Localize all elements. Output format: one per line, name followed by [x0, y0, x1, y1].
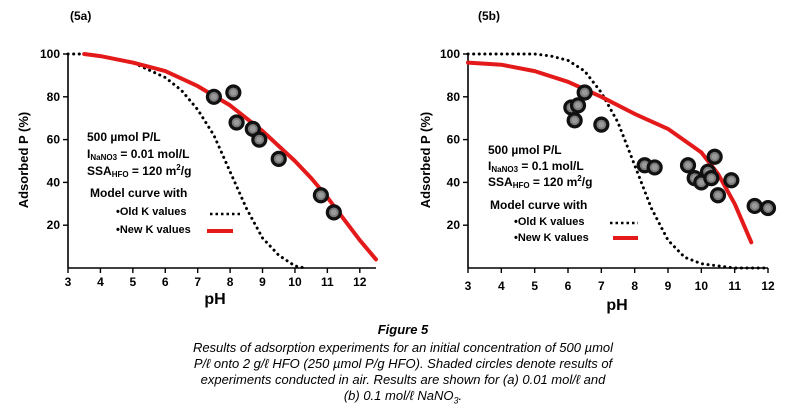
panel-b-xlabel: pH [606, 297, 627, 314]
panel-a-xtick-label: 11 [321, 275, 334, 289]
caption-line-3: experiments conducted in air. Results ar… [200, 372, 606, 387]
caption-line-1: Results of adsorption experiments for an… [192, 340, 614, 355]
panel-a-xtick-label: 8 [227, 275, 234, 289]
panel-b-axes: 20 40 60 80 100 3 4 5 6 7 8 9 10 11 12 [440, 47, 775, 293]
panel-a-xtick-label: 7 [194, 275, 201, 289]
panel-b-legend-new-label: •New K values [514, 232, 589, 244]
caption-line-2: P/ℓ onto 2 g/ℓ HFO (250 µmol P/g HFO). S… [193, 356, 613, 371]
panel-a-data-point [312, 187, 329, 204]
panel-b-data-point [679, 157, 697, 174]
panel-a-data-point [228, 114, 245, 131]
panel-b-curves [466, 52, 770, 270]
panel-b-xtick-label: 8 [631, 279, 638, 293]
panel-b-curve-old-k [466, 52, 770, 270]
panel-b-data-point [566, 112, 583, 129]
panel-b-ssa: SSAHFO = 120 m2/g [488, 174, 592, 190]
panel-a-conc: 500 µmol P/L [87, 130, 161, 144]
panel-b-data-point [569, 97, 587, 114]
panel-a-ionic: INaNO3 = 0.01 mol/L [87, 147, 189, 162]
panel-a-ytick-label: 60 [47, 133, 61, 147]
panel-b-xtick-label: 6 [565, 279, 572, 293]
panel-b-data-point [759, 199, 777, 217]
panel-a-xlabel: pH [204, 291, 225, 308]
panel-b-xtick-label: 10 [695, 279, 709, 293]
panel-a-curves [66, 52, 378, 270]
panel-b-data-point [706, 148, 723, 165]
caption-line-4: (b) 0.1 mol/ℓ NaNO3. [343, 388, 463, 406]
panel-b-xtick-label: 11 [728, 279, 741, 293]
panel-b-ytick-label: 100 [440, 47, 460, 61]
panel-a-ytick-label: 100 [40, 47, 60, 61]
panel-b-conc: 500 µmol P/L [488, 143, 562, 157]
panel-a-xtick-label: 4 [97, 275, 104, 289]
caption-body: Results of adsorption experiments for an… [120, 340, 686, 409]
panel-a-xtick-label: 3 [65, 275, 72, 289]
panel-b-ytick-label: 60 [447, 133, 461, 147]
panel-a-curve-new-k [82, 52, 378, 262]
panel-a-data-point [205, 88, 222, 105]
panel-a-legend-old-label: •Old K values [116, 206, 187, 218]
panel-b-ytick-label: 80 [447, 90, 461, 104]
panel-a-data-point [270, 150, 287, 167]
panel-a-xtick-label: 6 [162, 275, 169, 289]
panel-b-xtick-label: 7 [598, 279, 605, 293]
panel-a-ytick-label: 40 [47, 175, 61, 189]
panel-b-data-point [723, 172, 740, 189]
panel-a-legend: Model curve with •Old K values •New K va… [90, 186, 241, 236]
panel-b-legend-title: Model curve with [490, 198, 587, 212]
panel-b: (5b) Adsorbed P (%) pH 20 40 60 80 100 3 4 5 6 7 8… [418, 9, 777, 314]
panel-a-legend-new-label: •New K values [116, 224, 191, 236]
panel-a-legend-title: Model curve with [90, 186, 187, 200]
panel-a-xtick-label: 9 [259, 275, 266, 289]
panel-a-label: (5a) [70, 9, 91, 23]
panel-b-xtick-label: 3 [465, 279, 472, 293]
panel-a-data-point [325, 204, 342, 221]
panel-b-curve-new-k [466, 60, 754, 245]
panel-b-xtick-label: 5 [531, 279, 538, 293]
panel-b-data-point [646, 159, 663, 176]
panel-a-ytick-label: 20 [47, 218, 61, 232]
panel-a-xtick-label: 5 [129, 275, 136, 289]
panel-b-data-point [576, 84, 593, 101]
panel-a-annotation: 500 µmol P/L INaNO3 = 0.01 mol/L SSAHFO … [87, 130, 191, 179]
panel-b-points [563, 84, 777, 217]
panel-b-data-point [593, 116, 610, 133]
panel-b-data-point [746, 197, 763, 215]
panel-a-ylabel: Adsorbed P (%) [16, 112, 31, 209]
panel-b-ytick-label: 40 [447, 175, 461, 189]
panel-b-xtick-label: 12 [761, 279, 775, 293]
panel-a-axes: 20 40 60 80 100 3 4 5 6 7 8 9 10 11 12 [40, 47, 376, 289]
panel-a-points [205, 84, 342, 221]
caption-title: Figure 5 [377, 322, 429, 337]
panel-a: (5a) Adsorbed P (%) pH 20 40 60 80 100 3 4 5 6 7 8… [16, 9, 378, 308]
panel-a-data-point [225, 84, 242, 101]
panel-a-xtick-label: 10 [288, 275, 302, 289]
panel-a-xtick-label: 12 [353, 275, 367, 289]
panel-b-xtick-label: 4 [498, 279, 505, 293]
panel-b-legend-old-label: •Old K values [514, 216, 585, 228]
panel-b-data-point [703, 170, 720, 187]
panel-a-ytick-label: 80 [47, 90, 61, 104]
panel-b-ytick-label: 20 [447, 218, 461, 232]
panel-b-legend: Model curve with •Old K values •New K va… [490, 198, 638, 244]
panel-a-data-point [251, 131, 268, 148]
panel-b-label: (5b) [478, 9, 500, 23]
panel-a-ssa: SSAHFO = 120 m2/g [87, 163, 191, 179]
panel-b-ionic: INaNO3 = 0.1 mol/L [488, 159, 584, 174]
panel-b-xtick-label: 9 [665, 279, 672, 293]
panel-b-ylabel: Adsorbed P (%) [418, 112, 433, 209]
panel-b-annotation: 500 µmol P/L INaNO3 = 0.1 mol/L SSAHFO =… [488, 143, 592, 190]
panel-b-data-point [709, 187, 727, 204]
